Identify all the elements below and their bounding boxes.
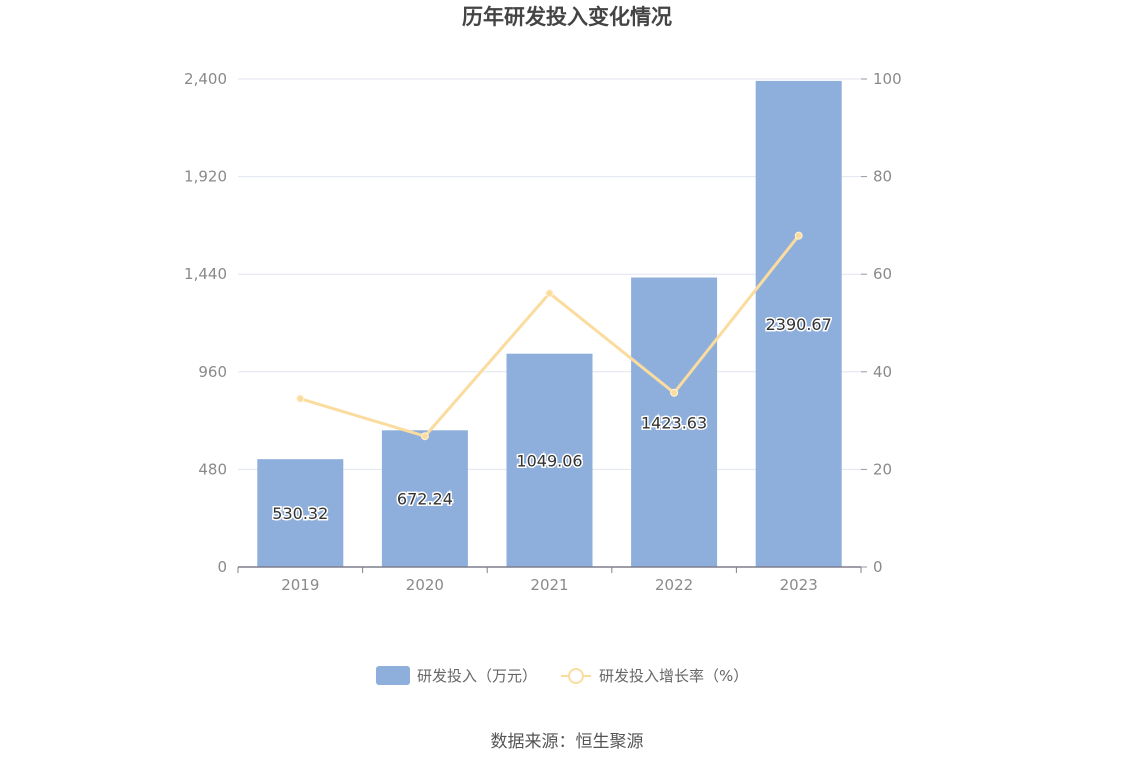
growth-point: [794, 231, 803, 240]
growth-point: [420, 432, 429, 441]
x-tick-label: 2023: [780, 576, 818, 594]
data-source: 数据来源：恒生聚源: [491, 732, 644, 752]
bar-data-label: 2390.67: [766, 315, 832, 334]
left-tick-label: 2,400: [184, 70, 227, 88]
x-tick-label: 2020: [406, 576, 444, 594]
bar: [631, 277, 718, 567]
bar-series: [257, 80, 842, 568]
right-tick-label: 20: [873, 460, 892, 478]
bar-data-label: 530.32: [272, 504, 328, 523]
left-tick-label: 960: [198, 363, 227, 381]
bar-data-label: 1049.06: [516, 451, 582, 470]
bar: [506, 353, 593, 567]
legend: 研发投入（万元） 研发投入增长率（%）: [376, 666, 748, 685]
chart-title: 历年研发投入变化情况: [462, 5, 672, 29]
legend-line-label[interactable]: 研发投入增长率（%）: [599, 667, 748, 685]
growth-point: [545, 289, 554, 298]
x-axis: 2019 2020 2021 2022 2023: [237, 567, 862, 594]
left-tick-label: 480: [198, 460, 227, 478]
right-tick-label: 100: [873, 70, 902, 88]
bar-labels: 530.32 672.24 1049.06 1423.63 2390.67: [271, 313, 833, 524]
bar-data-label: 1423.63: [641, 413, 707, 432]
bar-data-label: 672.24: [397, 490, 453, 509]
right-tick-label: 80: [873, 168, 892, 186]
left-tick-label: 1,440: [184, 265, 227, 283]
line-series: [296, 231, 803, 441]
right-axis: 0 20 40 60 80 100: [861, 70, 902, 576]
x-tick-label: 2022: [655, 576, 693, 594]
legend-line-swatch-marker[interactable]: [568, 668, 584, 684]
right-tick-label: 0: [873, 558, 883, 576]
left-axis: 0 480 960 1,440 1,920 2,400: [184, 70, 227, 576]
growth-point: [296, 394, 305, 403]
x-tick-label: 2021: [530, 576, 568, 594]
legend-bar-swatch[interactable]: [376, 666, 410, 685]
bar: [381, 430, 468, 567]
left-tick-label: 1,920: [184, 168, 227, 186]
x-tick-label: 2019: [281, 576, 319, 594]
right-tick-label: 60: [873, 265, 892, 283]
left-tick-label: 0: [217, 558, 227, 576]
bar: [755, 80, 842, 568]
right-tick-label: 40: [873, 363, 892, 381]
bar: [257, 459, 344, 567]
legend-bar-label[interactable]: 研发投入（万元）: [417, 667, 537, 685]
growth-point: [670, 388, 679, 397]
